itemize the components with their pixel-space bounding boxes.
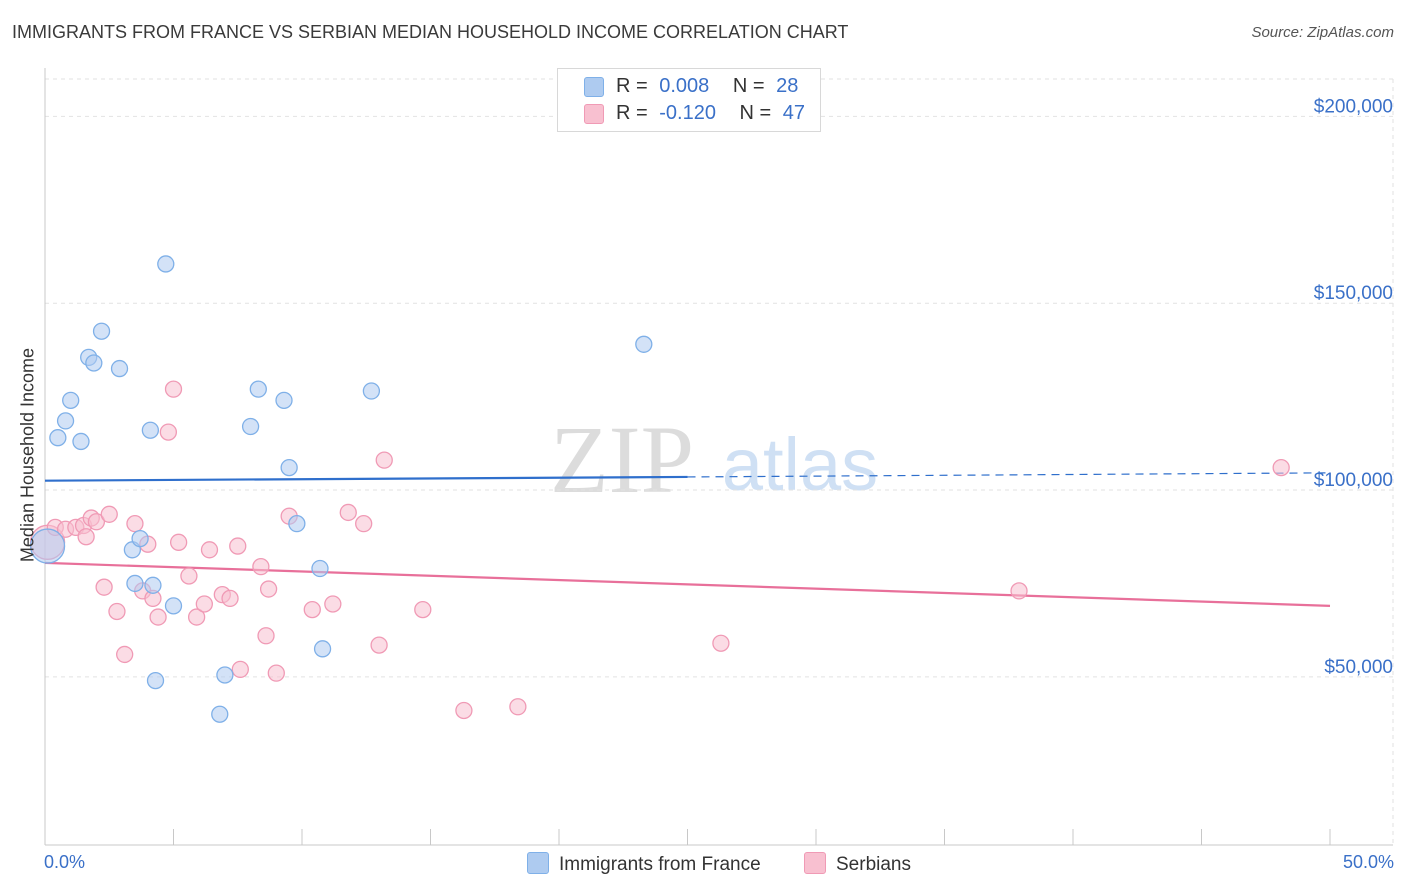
source-label: Source: ZipAtlas.com bbox=[1251, 24, 1394, 41]
point-serbians bbox=[339, 503, 357, 522]
bottom-legend-serbians: Serbians bbox=[804, 852, 911, 876]
point-france bbox=[288, 515, 306, 533]
bottom-legend-label-serbians: Serbians bbox=[836, 854, 911, 875]
point-serbians bbox=[712, 634, 730, 652]
y-tick-label: $200,000 bbox=[1314, 96, 1393, 117]
legend-swatch-serbians bbox=[584, 104, 604, 124]
point-serbians bbox=[116, 645, 134, 664]
point-serbians bbox=[87, 513, 106, 531]
bottom-legend-swatch-france bbox=[527, 852, 549, 874]
legend-swatch-france bbox=[584, 77, 604, 97]
point-serbians bbox=[370, 636, 388, 654]
point-france bbox=[110, 359, 129, 378]
point-serbians bbox=[108, 602, 126, 621]
bottom-legend-label-france: Immigrants from France bbox=[559, 854, 761, 875]
point-serbians bbox=[267, 664, 285, 682]
legend-n-label: N = bbox=[732, 75, 765, 97]
point-france bbox=[62, 391, 80, 409]
point-serbians bbox=[1272, 458, 1290, 477]
x-axis-min-label: 0.0% bbox=[44, 852, 86, 872]
point-serbians bbox=[95, 578, 113, 596]
watermark-atlas: atlas bbox=[722, 423, 878, 506]
bottom-legend-france: Immigrants from France bbox=[527, 852, 761, 876]
point-serbians bbox=[169, 533, 188, 551]
point-serbians bbox=[324, 595, 342, 613]
point-serbians bbox=[259, 580, 278, 598]
point-france bbox=[141, 421, 160, 439]
point-france bbox=[164, 597, 183, 615]
watermark-zip: ZIP bbox=[550, 406, 694, 513]
point-serbians bbox=[200, 541, 219, 559]
point-france bbox=[85, 354, 103, 372]
point-serbians bbox=[414, 600, 432, 619]
y-tick-label: $150,000 bbox=[1314, 283, 1393, 304]
point-france bbox=[241, 417, 260, 436]
point-france bbox=[131, 529, 149, 548]
point-serbians bbox=[375, 451, 393, 469]
legend-n-label: N = bbox=[739, 102, 772, 124]
point-france bbox=[275, 391, 293, 409]
correlation-legend: R = 0.008 N = 28 R = -0.120 N = 47 bbox=[557, 68, 821, 132]
point-serbians bbox=[159, 423, 178, 441]
point-france bbox=[311, 559, 329, 578]
point-france bbox=[157, 255, 175, 273]
point-france bbox=[49, 429, 67, 447]
legend-r-label: R = bbox=[616, 75, 648, 97]
legend-r-label: R = bbox=[616, 102, 648, 124]
point-france bbox=[126, 574, 144, 593]
y-axis-label: Median Household Income bbox=[17, 347, 38, 563]
point-serbians bbox=[164, 380, 183, 398]
point-serbians bbox=[455, 701, 473, 720]
point-serbians bbox=[180, 567, 198, 585]
point-france bbox=[29, 528, 66, 564]
point-serbians bbox=[221, 589, 239, 608]
point-france bbox=[635, 335, 653, 353]
point-serbians bbox=[187, 608, 206, 626]
point-france bbox=[280, 458, 298, 477]
bottom-legend-swatch-serbians bbox=[804, 852, 826, 874]
y-tick-label: $100,000 bbox=[1314, 470, 1393, 491]
point-france bbox=[362, 382, 381, 400]
legend-r-value: -0.120 bbox=[659, 102, 716, 124]
point-serbians bbox=[229, 537, 247, 555]
point-france bbox=[249, 380, 267, 398]
point-france bbox=[72, 432, 90, 451]
point-france bbox=[92, 322, 111, 340]
point-serbians bbox=[257, 627, 275, 645]
chart-title: IMMIGRANTS FROM FRANCE VS SERBIAN MEDIAN… bbox=[12, 22, 849, 42]
point-serbians bbox=[126, 515, 144, 533]
x-axis-max-label: 50.0% bbox=[1342, 852, 1394, 872]
point-serbians bbox=[252, 557, 270, 576]
point-serbians bbox=[303, 600, 321, 619]
legend-n-value: 28 bbox=[776, 75, 799, 97]
point-serbians bbox=[1010, 582, 1028, 600]
point-france bbox=[216, 666, 234, 684]
point-france bbox=[56, 412, 75, 430]
point-serbians bbox=[355, 515, 373, 533]
trend-line-france bbox=[44, 475, 688, 482]
point-serbians bbox=[195, 595, 213, 613]
point-france bbox=[144, 576, 162, 594]
point-serbians bbox=[231, 660, 249, 679]
y-tick-label: $50,000 bbox=[1324, 657, 1393, 678]
legend-n-value: 47 bbox=[782, 102, 806, 124]
point-france bbox=[313, 640, 332, 658]
point-serbians bbox=[509, 698, 527, 716]
point-france bbox=[211, 705, 229, 723]
legend-r-value: 0.008 bbox=[659, 75, 710, 97]
point-france bbox=[146, 671, 165, 690]
trend-line-france-extension bbox=[687, 472, 1331, 478]
point-serbians bbox=[149, 608, 167, 626]
point-serbians bbox=[100, 505, 118, 523]
point-serbians bbox=[77, 528, 95, 546]
